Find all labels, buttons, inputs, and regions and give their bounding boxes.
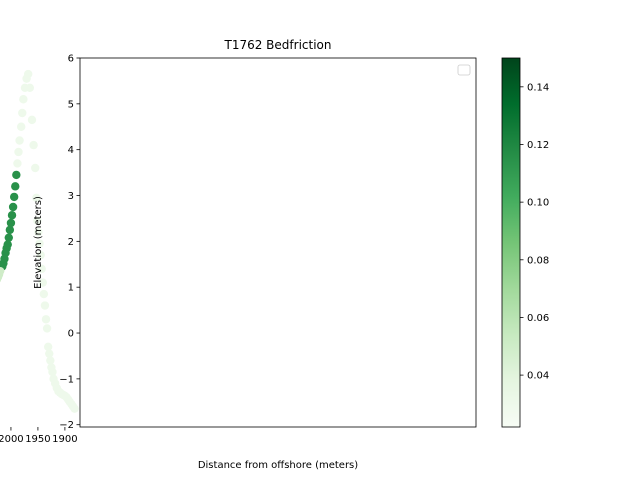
x-tick-label: 1900	[52, 434, 77, 445]
scatter-point	[46, 356, 55, 365]
scatter-point	[49, 374, 58, 384]
y-tick-label: 4	[68, 145, 74, 156]
y-tick-label: 0	[68, 329, 74, 340]
y-axis-label: Elevation (meters)	[33, 196, 44, 289]
y-tick-label: 2	[68, 237, 74, 248]
scatter-point	[29, 140, 38, 150]
legend-box	[457, 64, 471, 76]
scatter-point	[45, 349, 54, 358]
scatter-point	[11, 182, 20, 191]
colorbar-tick-label: 0.06	[527, 313, 549, 324]
y-tick-label: 5	[68, 99, 74, 110]
scatter-point	[33, 216, 42, 225]
y-tick-label: 3	[68, 191, 74, 202]
scatter-point	[9, 192, 19, 202]
scatter-point	[22, 74, 31, 83]
scatter-point	[37, 264, 46, 274]
x-tick-label: 1950	[25, 434, 50, 445]
scatter-point	[27, 115, 37, 125]
y-tick-label: −2	[59, 420, 74, 431]
scatter-point	[19, 95, 28, 104]
scatter-point	[12, 170, 21, 180]
colorbar-tick-label: 0.04	[527, 371, 549, 382]
colorbar-tick-label: 0.14	[527, 82, 549, 93]
scatter-point	[36, 250, 45, 260]
scatter-point	[4, 233, 13, 242]
colorbar-tick-label: 0.12	[527, 140, 549, 151]
scatter-point	[35, 239, 44, 248]
scatter-point	[41, 315, 51, 324]
x-axis-ticks: 19001950200020502100	[0, 427, 78, 445]
scatter-point	[7, 211, 17, 220]
scatter-point	[13, 159, 22, 168]
colorbar	[501, 57, 521, 428]
y-tick-label: −1	[59, 374, 74, 385]
scatter-point	[43, 342, 53, 351]
scatter-point	[15, 136, 24, 145]
scatter-point	[32, 193, 41, 203]
scatter-point	[38, 278, 47, 287]
scatter-point	[40, 301, 50, 310]
scatter-point	[39, 289, 49, 299]
y-axis-ticks: −2 −1 0 1 2 3 4 5 6	[59, 54, 80, 431]
scatter-point	[47, 363, 56, 372]
colorbar-ticks: 0.04 0.06 0.08 0.10 0.12 0.14	[520, 82, 549, 382]
y-tick-label: 1	[68, 283, 74, 294]
colorbar-tick-label: 0.10	[527, 198, 549, 209]
scatter-point	[6, 218, 16, 228]
scatter-point	[20, 83, 30, 92]
colorbar-tick-label: 0.08	[527, 255, 549, 266]
scatter-point	[5, 225, 15, 235]
scatter-point	[34, 227, 43, 237]
x-axis-label: Distance from offshore (meters)	[198, 460, 358, 471]
plot-area-frame	[79, 57, 477, 428]
scatter-point	[18, 108, 27, 118]
x-tick-label: 2000	[0, 434, 24, 445]
scatter-point	[31, 163, 40, 173]
scatter-points	[0, 69, 79, 413]
scatter-point	[0, 276, 2, 283]
scatter-point	[14, 147, 23, 157]
chart-title: T1762 Bedfriction	[224, 38, 332, 52]
scatter-point	[16, 122, 26, 131]
y-tick-label: 6	[68, 54, 74, 65]
scatter-point	[8, 202, 18, 212]
scatter-point	[42, 324, 52, 333]
